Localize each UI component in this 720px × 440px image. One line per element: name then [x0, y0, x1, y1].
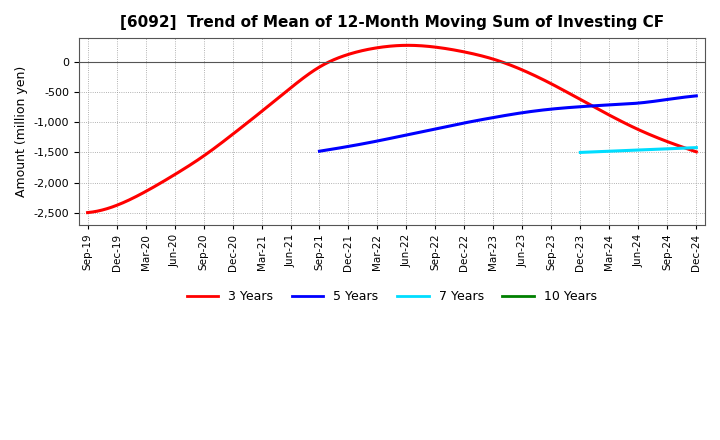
Title: [6092]  Trend of Mean of 12-Month Moving Sum of Investing CF: [6092] Trend of Mean of 12-Month Moving …	[120, 15, 664, 30]
5 Years	[692, 93, 701, 99]
7 Years	[639, 147, 647, 153]
5 Years	[519, 110, 528, 115]
5 Years	[494, 114, 503, 119]
7 Years	[689, 145, 698, 150]
3 Years	[372, 45, 381, 51]
7 Years	[576, 150, 585, 155]
5 Years	[496, 114, 505, 119]
7 Years	[632, 147, 641, 153]
3 Years	[678, 145, 687, 150]
Line: 3 Years: 3 Years	[88, 45, 696, 213]
Line: 7 Years: 7 Years	[580, 147, 696, 152]
3 Years	[583, 101, 592, 106]
3 Years	[414, 43, 423, 48]
3 Years	[692, 149, 701, 154]
3 Years	[84, 210, 92, 215]
Legend: 3 Years, 5 Years, 7 Years, 10 Years: 3 Years, 5 Years, 7 Years, 10 Years	[182, 285, 602, 308]
Y-axis label: Amount (million yen): Amount (million yen)	[15, 66, 28, 197]
5 Years	[683, 94, 692, 99]
3 Years	[447, 47, 456, 52]
7 Years	[645, 147, 654, 152]
5 Years	[315, 149, 324, 154]
5 Years	[539, 107, 548, 113]
3 Years	[376, 45, 384, 50]
5 Years	[624, 101, 633, 106]
Line: 5 Years: 5 Years	[320, 96, 696, 151]
7 Years	[631, 147, 640, 153]
3 Years	[404, 43, 413, 48]
7 Years	[671, 146, 680, 151]
7 Years	[692, 145, 701, 150]
